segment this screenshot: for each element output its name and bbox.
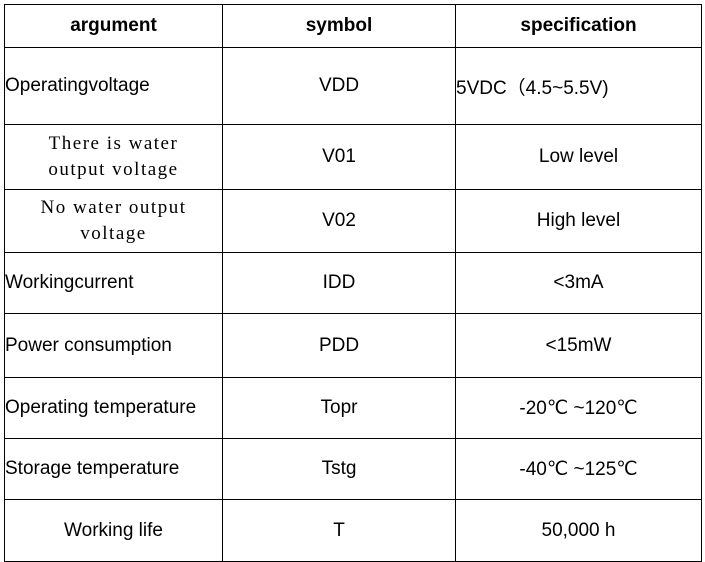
specification-cell: 50,000 h bbox=[455, 499, 702, 562]
table-header-row: argument symbol specification bbox=[4, 4, 702, 48]
symbol-cell: T bbox=[222, 499, 456, 562]
symbol-cell: Tstg bbox=[222, 438, 456, 500]
specification-cell: <3mA bbox=[455, 252, 702, 314]
symbol-cell: V01 bbox=[222, 124, 456, 190]
argument-cell: No water output voltage bbox=[4, 189, 223, 253]
argument-line: No water output bbox=[40, 197, 187, 218]
argument-cell: Operating temperature bbox=[4, 377, 223, 439]
argument-line: There is water bbox=[48, 133, 179, 154]
argument-cell: Working life bbox=[4, 499, 223, 562]
table-row: There is water output voltage V01 Low le… bbox=[4, 124, 702, 190]
specification-table: argument symbol specification Operatingv… bbox=[4, 4, 702, 562]
symbol-cell: Topr bbox=[222, 377, 456, 439]
header-symbol: symbol bbox=[222, 4, 456, 48]
table-row: Working life T 50,000 h bbox=[4, 499, 702, 562]
argument-line: voltage bbox=[80, 223, 147, 244]
specification-cell: <15mW bbox=[455, 313, 702, 378]
symbol-cell: VDD bbox=[222, 47, 456, 125]
specification-cell: High level bbox=[455, 189, 702, 253]
table-row: Power consumption PDD <15mW bbox=[4, 313, 702, 378]
symbol-cell: PDD bbox=[222, 313, 456, 378]
header-argument: argument bbox=[4, 4, 223, 48]
argument-cell: Storage temperature bbox=[4, 438, 223, 500]
symbol-cell: IDD bbox=[222, 252, 456, 314]
table-row: No water output voltage V02 High level bbox=[4, 189, 702, 253]
argument-cell: There is water output voltage bbox=[4, 124, 223, 190]
table-row: Storage temperature Tstg -40℃ ~125℃ bbox=[4, 438, 702, 500]
table-row: Workingcurrent IDD <3mA bbox=[4, 252, 702, 314]
table-row: Operatingvoltage VDD 5VDC（4.5~5.5V) bbox=[4, 47, 702, 125]
argument-line: output voltage bbox=[48, 159, 179, 180]
specification-cell: -20℃ ~120℃ bbox=[455, 377, 702, 439]
argument-cell: Operatingvoltage bbox=[4, 47, 223, 125]
header-specification: specification bbox=[455, 4, 702, 48]
specification-cell: Low level bbox=[455, 124, 702, 190]
table-row: Operating temperature Topr -20℃ ~120℃ bbox=[4, 377, 702, 439]
symbol-cell: V02 bbox=[222, 189, 456, 253]
specification-cell: 5VDC（4.5~5.5V) bbox=[455, 47, 702, 125]
argument-cell: Power consumption bbox=[4, 313, 223, 378]
argument-cell: Workingcurrent bbox=[4, 252, 223, 314]
specification-cell: -40℃ ~125℃ bbox=[455, 438, 702, 500]
